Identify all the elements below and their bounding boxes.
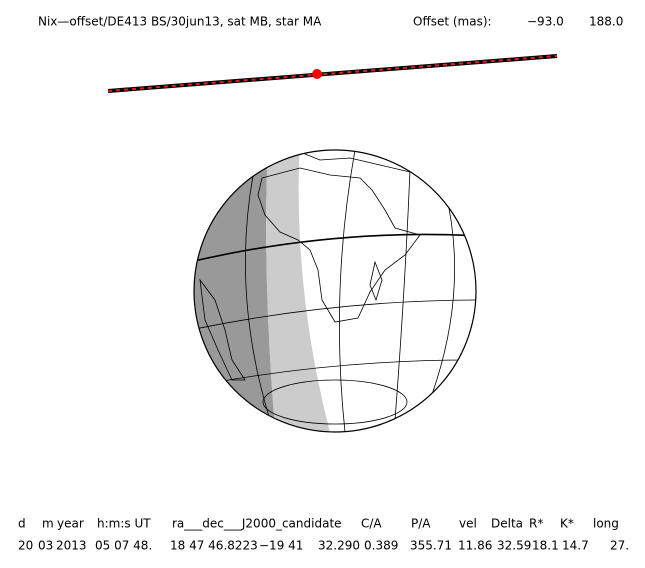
table-cell: 355.71 xyxy=(410,539,452,553)
offset-value: 188.0 xyxy=(589,15,623,29)
table-cell: 32.290 xyxy=(318,539,360,553)
column-header: ra___dec___J2000_candidate xyxy=(172,517,342,531)
table-cell: 11.86 xyxy=(458,539,492,553)
table-cell: 18 47 46.8223 xyxy=(170,539,258,553)
column-header: m xyxy=(42,517,54,531)
column-header: K* xyxy=(560,517,574,531)
table-cell: 20 xyxy=(18,539,33,553)
result-table: d m year h:m:s UT ra___dec___J2000_candidate… xyxy=(18,517,629,553)
column-header: d xyxy=(18,517,26,531)
column-header: h:m:s UT xyxy=(97,517,151,531)
table-cell: 05 07 48. xyxy=(95,539,152,553)
table-cell: 27. xyxy=(610,539,629,553)
table-cell: 32.59 xyxy=(497,539,531,553)
table-cell: 18.1 xyxy=(532,539,559,553)
table-cell: 2013 xyxy=(56,539,87,553)
offset-label: Offset (mas): xyxy=(413,15,492,29)
column-header: C/A xyxy=(361,517,382,531)
table-cell: −19 41 xyxy=(259,539,303,553)
table-cell: 0.389 xyxy=(364,539,398,553)
offset-value: −93.0 xyxy=(527,15,564,29)
globe xyxy=(193,149,477,433)
column-header: year xyxy=(57,517,84,531)
column-header: R* xyxy=(529,517,543,531)
title: Nix—offset/DE413 BS/30jun13, sat MB, sta… xyxy=(38,15,322,29)
track xyxy=(107,54,558,93)
column-header: Delta xyxy=(491,517,523,531)
column-header: vel xyxy=(459,517,477,531)
column-header: long xyxy=(593,517,619,531)
table-cell: 03 xyxy=(38,539,53,553)
table-cell: 14.7 xyxy=(562,539,589,553)
column-header: P/A xyxy=(411,517,431,531)
